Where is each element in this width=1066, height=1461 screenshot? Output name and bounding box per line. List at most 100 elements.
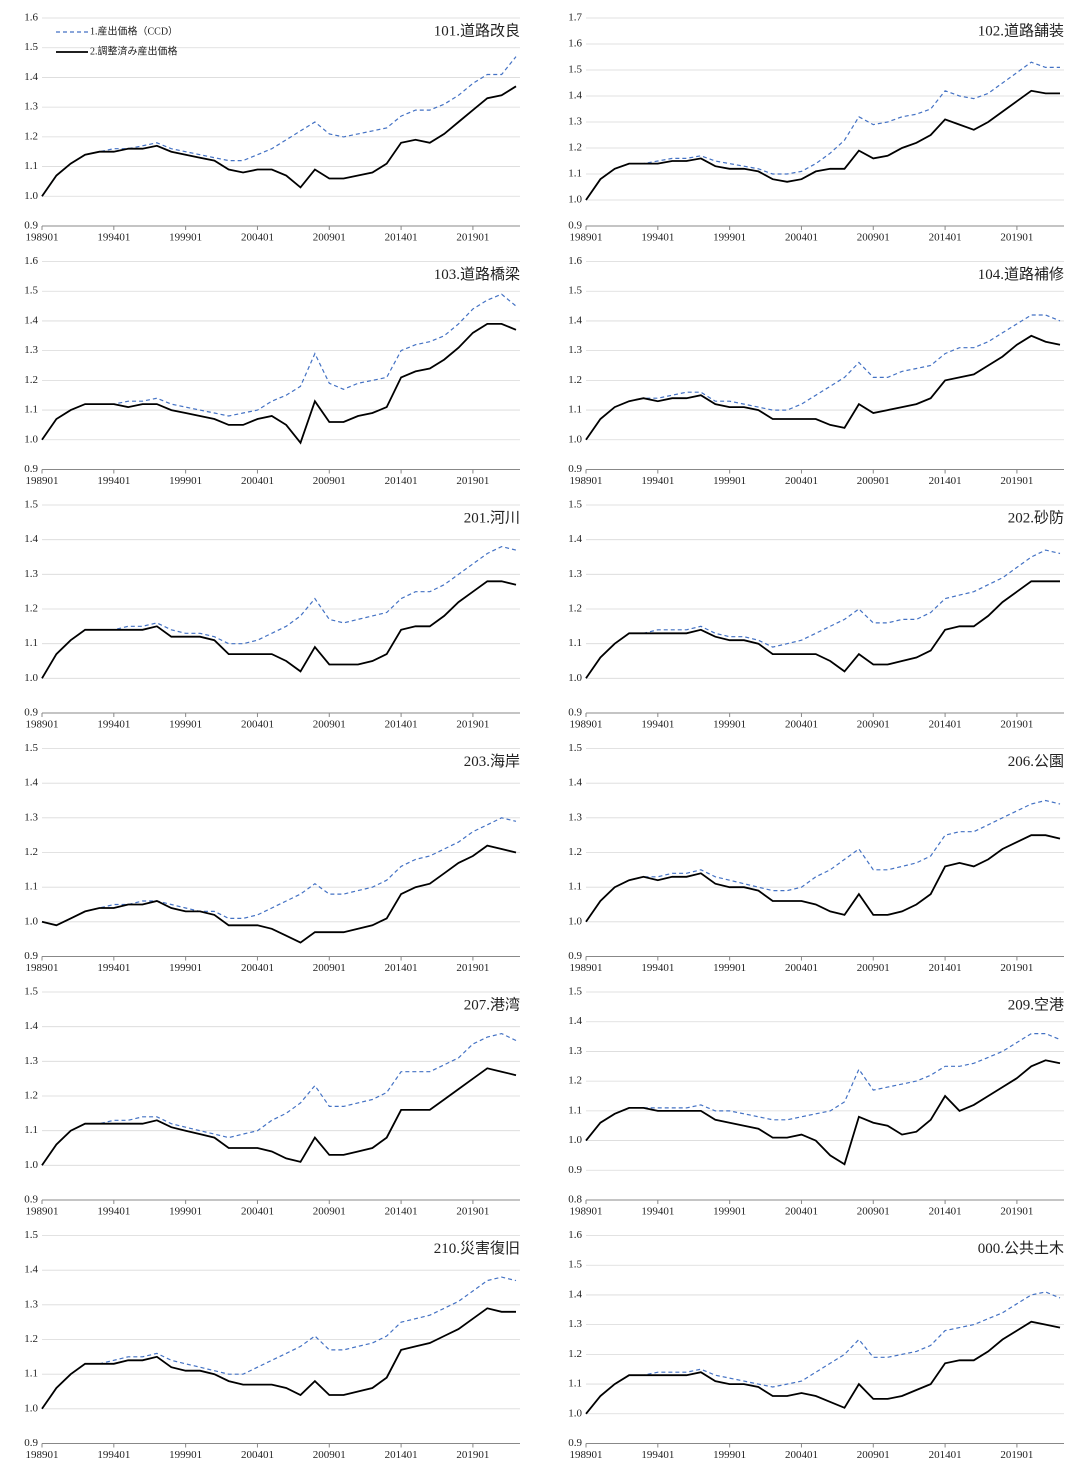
x-tick-label: 200901 xyxy=(857,962,890,974)
y-tick-label: 0.9 xyxy=(568,1437,582,1449)
x-tick-label: 201401 xyxy=(385,475,418,487)
y-tick-label: 1.3 xyxy=(24,811,38,823)
series-line xyxy=(41,293,517,441)
y-tick-label: 1.2 xyxy=(568,374,582,386)
x-tick-label: 200401 xyxy=(785,1206,818,1218)
y-tick-label: 1.6 xyxy=(568,1229,582,1241)
y-tick-label: 1.0 xyxy=(568,1134,582,1146)
chart-title: 209.空港 xyxy=(1008,996,1064,1013)
series-line xyxy=(41,1307,516,1410)
x-tick-label: 198901 xyxy=(570,475,603,487)
y-tick-label: 1.0 xyxy=(24,1159,38,1171)
chart-panel: 0.9 1.0 1.1 1.2 1.3 1.4 1.5 1.6 198901 199401 1999… xyxy=(568,1229,1064,1461)
x-tick-label: 198901 xyxy=(26,1449,59,1461)
chart-panel: 0.9 1.0 1.1 1.2 1.3 1.4 1.5 198901 199401 199901 2… xyxy=(568,499,1064,731)
x-tick-label: 201901 xyxy=(456,719,489,731)
series-line xyxy=(585,1033,1061,1141)
y-tick-label: 1.4 xyxy=(24,777,38,789)
y-tick-label: 1.5 xyxy=(24,742,38,754)
chart-title: 102.道路舗装 xyxy=(978,22,1064,39)
y-tick-label: 1.5 xyxy=(568,986,582,998)
y-tick-label: 0.9 xyxy=(568,463,582,475)
x-tick-label: 199901 xyxy=(169,1449,202,1461)
x-tick-label: 201401 xyxy=(929,962,962,974)
x-tick-label: 201901 xyxy=(1000,475,1033,487)
y-tick-label: 1.5 xyxy=(24,285,38,297)
y-tick-label: 0.9 xyxy=(568,707,582,719)
chart-panel: 0.9 1.0 1.1 1.2 1.3 1.4 1.5 198901 199401 199901 2… xyxy=(24,986,520,1218)
y-tick-label: 1.1 xyxy=(568,404,582,416)
y-tick-label: 1.0 xyxy=(568,433,582,445)
y-tick-label: 1.2 xyxy=(24,846,38,858)
y-tick-label: 0.9 xyxy=(568,220,582,232)
y-tick-label: 1.5 xyxy=(24,986,38,998)
series-line xyxy=(41,85,517,197)
y-tick-label: 0.9 xyxy=(24,707,38,719)
y-tick-label: 1.0 xyxy=(568,672,582,684)
chart-title: 104.道路補修 xyxy=(978,266,1064,283)
y-tick-label: 1.5 xyxy=(24,41,38,53)
chart-panel: 0.8 0.9 1.0 1.1 1.2 1.3 1.4 1.5 198901 199401 1999… xyxy=(568,986,1064,1218)
y-tick-label: 0.8 xyxy=(568,1194,582,1206)
y-tick-label: 1.1 xyxy=(24,1124,38,1136)
chart-panel: 0.9 1.0 1.1 1.2 1.3 1.4 1.5 198901 199401 199901 2… xyxy=(24,499,520,731)
y-tick-label: 1.5 xyxy=(568,285,582,297)
x-tick-label: 200901 xyxy=(313,1449,346,1461)
y-tick-label: 1.4 xyxy=(568,1015,582,1027)
series-line xyxy=(41,56,517,197)
y-tick-label: 1.2 xyxy=(568,846,582,858)
chart-title: 210.災害復旧 xyxy=(434,1240,520,1257)
x-tick-label: 199901 xyxy=(713,475,746,487)
chart-panel: 0.9 1.0 1.1 1.2 1.3 1.4 1.5 198901 199401 199901 2… xyxy=(568,742,1064,974)
series-line xyxy=(41,1276,517,1410)
y-tick-label: 1.1 xyxy=(568,1378,582,1390)
y-tick-label: 1.6 xyxy=(568,38,582,50)
y-tick-label: 1.3 xyxy=(24,101,38,113)
x-tick-label: 198901 xyxy=(570,962,603,974)
series-line xyxy=(585,834,1061,923)
series-line xyxy=(585,1320,1061,1415)
x-tick-label: 199401 xyxy=(641,232,674,244)
x-tick-label: 200901 xyxy=(313,475,346,487)
x-tick-label: 200401 xyxy=(785,719,818,731)
x-tick-label: 199901 xyxy=(713,1206,746,1218)
x-tick-label: 199901 xyxy=(169,232,202,244)
x-tick-label: 200401 xyxy=(241,1206,274,1218)
x-tick-label: 198901 xyxy=(570,1449,603,1461)
x-tick-label: 201901 xyxy=(1000,1206,1033,1218)
x-tick-label: 201401 xyxy=(385,232,418,244)
chart-title: 207.港湾 xyxy=(464,996,520,1013)
x-tick-label: 200901 xyxy=(313,962,346,974)
x-tick-label: 201401 xyxy=(385,719,418,731)
y-tick-label: 1.2 xyxy=(24,374,38,386)
y-tick-label: 1.0 xyxy=(24,433,38,445)
series-line xyxy=(585,580,1060,679)
y-tick-label: 1.4 xyxy=(568,533,582,545)
y-tick-label: 1.3 xyxy=(568,811,582,823)
x-tick-label: 201401 xyxy=(929,1206,962,1218)
y-tick-label: 1.6 xyxy=(568,255,582,267)
x-tick-label: 200401 xyxy=(241,1449,274,1461)
y-tick-label: 1.1 xyxy=(568,1104,582,1116)
series-line xyxy=(585,1291,1061,1415)
x-tick-label: 201901 xyxy=(456,1449,489,1461)
y-tick-label: 1.3 xyxy=(24,1055,38,1067)
y-tick-label: 1.2 xyxy=(24,130,38,142)
x-tick-label: 199901 xyxy=(169,719,202,731)
x-tick-label: 201401 xyxy=(385,962,418,974)
chart-title: 206.公園 xyxy=(1008,753,1064,770)
x-tick-label: 200401 xyxy=(241,962,274,974)
y-tick-label: 1.0 xyxy=(568,194,582,206)
y-tick-label: 1.1 xyxy=(24,404,38,416)
x-tick-label: 200401 xyxy=(241,475,274,487)
x-tick-label: 198901 xyxy=(26,232,59,244)
x-tick-label: 199401 xyxy=(641,719,674,731)
x-tick-label: 198901 xyxy=(26,475,59,487)
y-tick-label: 1.5 xyxy=(568,64,582,76)
y-tick-label: 1.2 xyxy=(568,1348,582,1360)
y-tick-label: 1.1 xyxy=(24,881,38,893)
chart-title: 000.公共土木 xyxy=(978,1240,1064,1257)
x-tick-label: 199401 xyxy=(641,962,674,974)
x-tick-label: 198901 xyxy=(570,1206,603,1218)
y-tick-label: 1.4 xyxy=(24,314,38,326)
